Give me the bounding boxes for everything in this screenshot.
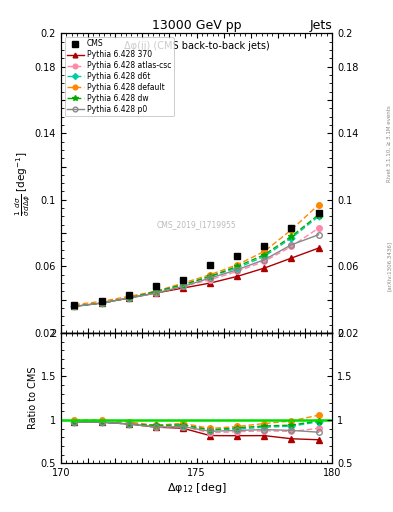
Pythia 6.428 d6t xyxy=(72,303,77,309)
Pythia 6.428 dw xyxy=(127,295,131,301)
Pythia 6.428 d6t xyxy=(153,288,158,294)
Pythia 6.428 p0 xyxy=(289,242,294,248)
CMS xyxy=(262,243,267,249)
Pythia 6.428 370 xyxy=(99,300,104,306)
Pythia 6.428 370 xyxy=(180,285,185,291)
Text: Δφ(jj) (CMS back-to-back jets): Δφ(jj) (CMS back-to-back jets) xyxy=(124,41,269,51)
CMS xyxy=(127,292,131,298)
Y-axis label: $\frac{1}{\bar{\sigma}}\frac{d\sigma}{d\Delta\phi}$ [deg$^{-1}$]: $\frac{1}{\bar{\sigma}}\frac{d\sigma}{d\… xyxy=(14,151,33,216)
Pythia 6.428 default xyxy=(153,288,158,294)
Pythia 6.428 atlas-csc xyxy=(153,290,158,296)
Legend: CMS, Pythia 6.428 370, Pythia 6.428 atlas-csc, Pythia 6.428 d6t, Pythia 6.428 de: CMS, Pythia 6.428 370, Pythia 6.428 atla… xyxy=(65,37,174,116)
Pythia 6.428 370 xyxy=(235,273,240,280)
Pythia 6.428 p0 xyxy=(316,232,321,238)
Pythia 6.428 p0 xyxy=(99,300,104,306)
Pythia 6.428 default xyxy=(235,262,240,268)
Text: Rivet 3.1.10, ≥ 3.1M events: Rivet 3.1.10, ≥ 3.1M events xyxy=(387,105,392,182)
Line: Pythia 6.428 default: Pythia 6.428 default xyxy=(72,202,321,308)
Pythia 6.428 d6t xyxy=(235,265,240,271)
Pythia 6.428 default xyxy=(99,298,104,305)
Line: Pythia 6.428 dw: Pythia 6.428 dw xyxy=(71,211,322,310)
Pythia 6.428 dw xyxy=(99,300,104,306)
Pythia 6.428 370 xyxy=(127,295,131,301)
Pythia 6.428 atlas-csc xyxy=(316,225,321,231)
Pythia 6.428 atlas-csc xyxy=(235,268,240,274)
CMS xyxy=(72,302,77,308)
Pythia 6.428 atlas-csc xyxy=(180,283,185,289)
CMS xyxy=(99,298,104,305)
Pythia 6.428 d6t xyxy=(127,295,131,301)
Line: Pythia 6.428 p0: Pythia 6.428 p0 xyxy=(72,232,321,309)
CMS xyxy=(180,276,185,283)
Text: [arXiv:1306.3436]: [arXiv:1306.3436] xyxy=(387,241,392,291)
Pythia 6.428 default xyxy=(208,272,213,278)
Pythia 6.428 atlas-csc xyxy=(72,303,77,309)
CMS xyxy=(153,283,158,289)
Pythia 6.428 default xyxy=(289,227,294,233)
Pythia 6.428 atlas-csc xyxy=(208,276,213,283)
Pythia 6.428 atlas-csc xyxy=(127,295,131,301)
Line: Pythia 6.428 atlas-csc: Pythia 6.428 atlas-csc xyxy=(72,225,321,309)
CMS xyxy=(235,253,240,260)
Pythia 6.428 default xyxy=(316,202,321,208)
Pythia 6.428 p0 xyxy=(72,303,77,309)
Pythia 6.428 dw xyxy=(262,252,267,258)
Pythia 6.428 dw xyxy=(72,303,77,309)
Pythia 6.428 atlas-csc xyxy=(99,300,104,306)
Pythia 6.428 dw xyxy=(289,233,294,240)
Pythia 6.428 atlas-csc xyxy=(289,243,294,249)
Pythia 6.428 p0 xyxy=(153,290,158,296)
Pythia 6.428 default xyxy=(72,302,77,308)
Pythia 6.428 d6t xyxy=(316,214,321,220)
Pythia 6.428 370 xyxy=(72,303,77,309)
Pythia 6.428 d6t xyxy=(99,300,104,306)
Pythia 6.428 default xyxy=(262,248,267,254)
CMS xyxy=(316,210,321,216)
Pythia 6.428 p0 xyxy=(262,257,267,263)
Pythia 6.428 dw xyxy=(316,212,321,218)
Text: 13000 GeV pp: 13000 GeV pp xyxy=(152,19,241,32)
Line: Pythia 6.428 370: Pythia 6.428 370 xyxy=(72,245,321,309)
Y-axis label: Ratio to CMS: Ratio to CMS xyxy=(28,367,38,430)
Pythia 6.428 default xyxy=(127,293,131,300)
Pythia 6.428 370 xyxy=(153,290,158,296)
Text: Jets: Jets xyxy=(309,19,332,32)
Pythia 6.428 atlas-csc xyxy=(262,259,267,265)
Text: CMS_2019_I1719955: CMS_2019_I1719955 xyxy=(157,221,236,229)
Pythia 6.428 370 xyxy=(208,280,213,286)
Line: CMS: CMS xyxy=(71,209,322,308)
Pythia 6.428 370 xyxy=(289,255,294,261)
Pythia 6.428 370 xyxy=(262,265,267,271)
Pythia 6.428 default xyxy=(180,280,185,286)
Pythia 6.428 dw xyxy=(180,282,185,288)
X-axis label: Δφ$_{12}$ [deg]: Δφ$_{12}$ [deg] xyxy=(167,481,226,495)
Pythia 6.428 370 xyxy=(316,245,321,251)
Pythia 6.428 d6t xyxy=(208,273,213,280)
Pythia 6.428 dw xyxy=(153,288,158,294)
Pythia 6.428 dw xyxy=(208,273,213,280)
Pythia 6.428 d6t xyxy=(262,253,267,260)
Pythia 6.428 p0 xyxy=(180,283,185,289)
CMS xyxy=(208,262,213,268)
Pythia 6.428 p0 xyxy=(235,267,240,273)
Line: Pythia 6.428 d6t: Pythia 6.428 d6t xyxy=(72,214,321,309)
Pythia 6.428 d6t xyxy=(180,282,185,288)
Pythia 6.428 p0 xyxy=(127,295,131,301)
Pythia 6.428 p0 xyxy=(208,275,213,281)
CMS xyxy=(289,225,294,231)
Pythia 6.428 dw xyxy=(235,263,240,269)
Pythia 6.428 d6t xyxy=(289,235,294,241)
